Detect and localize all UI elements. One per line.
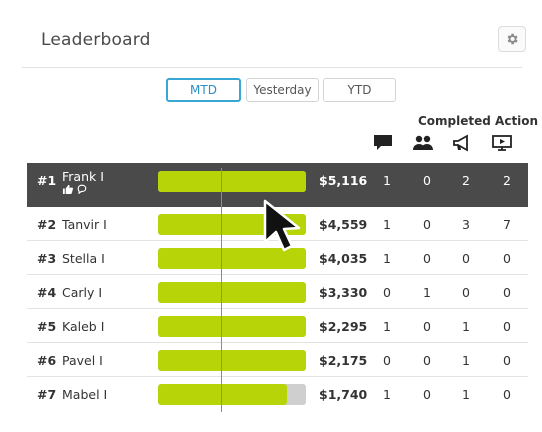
action-count-meetings: 0	[423, 319, 431, 334]
period-tabs: MTD Yesterday YTD	[0, 78, 542, 102]
row-rank: #2	[37, 217, 57, 232]
action-count-presentations: 0	[503, 319, 511, 334]
progress-fill	[158, 171, 306, 192]
progress-bar	[158, 384, 306, 405]
progress-bar	[158, 282, 306, 303]
megaphone-icon	[453, 134, 468, 152]
row-amount: $4,035	[319, 251, 368, 266]
action-count-comments: 0	[383, 285, 391, 300]
progress-bar	[158, 171, 306, 192]
tab-yesterday[interactable]: Yesterday	[246, 78, 319, 102]
table-row[interactable]: #4 Carly I $3,330 0 1 0 0	[27, 275, 528, 309]
row-rank: #1	[37, 173, 57, 188]
action-count-comments: 1	[383, 251, 391, 266]
progress-bar	[158, 248, 306, 269]
row-amount: $1,740	[319, 387, 368, 402]
action-count-comments: 0	[383, 353, 391, 368]
row-name: Mabel I	[62, 387, 108, 402]
progress-fill	[158, 282, 306, 303]
row-rank: #4	[37, 285, 57, 300]
settings-button[interactable]	[498, 26, 526, 52]
action-count-campaigns: 0	[462, 285, 470, 300]
target-line	[221, 168, 222, 412]
action-count-comments: 1	[383, 319, 391, 334]
table-row[interactable]: #1 Frank I $5,116 1 0 2 2	[27, 163, 528, 207]
action-count-presentations: 0	[503, 387, 511, 402]
progress-fill	[158, 350, 306, 371]
row-rank: #7	[37, 387, 57, 402]
row-subicons	[62, 184, 87, 194]
action-count-meetings: 0	[423, 251, 431, 266]
table-row[interactable]: #6 Pavel I $2,175 0 0 1 0	[27, 343, 528, 377]
action-count-campaigns: 1	[462, 319, 470, 334]
progress-bar	[158, 350, 306, 371]
mouse-pointer-icon	[263, 199, 301, 252]
action-count-presentations: 0	[503, 353, 511, 368]
presentation-icon	[492, 135, 512, 151]
thumbs-up-icon[interactable]	[62, 184, 73, 194]
row-rank: #6	[37, 353, 57, 368]
comment-icon	[374, 135, 392, 150]
tab-ytd[interactable]: YTD	[323, 78, 396, 102]
table-row[interactable]: #5 Kaleb I $2,295 1 0 1 0	[27, 309, 528, 343]
action-count-comments: 1	[383, 217, 391, 232]
action-count-campaigns: 2	[462, 173, 470, 188]
progress-fill	[158, 248, 306, 269]
row-rank: #3	[37, 251, 57, 266]
row-name: Kaleb I	[62, 319, 105, 334]
tab-mtd[interactable]: MTD	[166, 78, 241, 102]
comment-icon[interactable]	[77, 184, 87, 194]
action-count-meetings: 0	[423, 353, 431, 368]
action-count-meetings: 0	[423, 217, 431, 232]
row-name: Carly I	[62, 285, 103, 300]
action-count-campaigns: 3	[462, 217, 470, 232]
row-name: Stella I	[62, 251, 105, 266]
progress-fill	[158, 316, 306, 337]
row-name: Frank I	[62, 169, 104, 184]
action-count-presentations: 2	[503, 173, 511, 188]
action-count-presentations: 0	[503, 285, 511, 300]
action-count-campaigns: 1	[462, 387, 470, 402]
row-amount: $3,330	[319, 285, 368, 300]
users-icon	[413, 135, 433, 150]
row-amount: $2,175	[319, 353, 368, 368]
completed-action-label: Completed Action	[418, 114, 539, 128]
row-amount: $5,116	[319, 173, 368, 188]
row-name: Pavel I	[62, 353, 103, 368]
action-count-presentations: 7	[503, 217, 511, 232]
progress-bar	[158, 316, 306, 337]
action-count-campaigns: 0	[462, 251, 470, 266]
action-count-comments: 1	[383, 387, 391, 402]
action-count-campaigns: 1	[462, 353, 470, 368]
progress-fill	[158, 384, 287, 405]
action-count-meetings: 0	[423, 387, 431, 402]
row-rank: #5	[37, 319, 57, 334]
header-divider	[22, 67, 522, 68]
table-row[interactable]: #3 Stella I $4,035 1 0 0 0	[27, 241, 528, 275]
row-amount: $4,559	[319, 217, 368, 232]
action-count-meetings: 1	[423, 285, 431, 300]
action-count-comments: 1	[383, 173, 391, 188]
action-count-meetings: 0	[423, 173, 431, 188]
page-title: Leaderboard	[41, 30, 151, 50]
row-name: Tanvir I	[62, 217, 107, 232]
gear-icon	[507, 33, 518, 45]
action-count-presentations: 0	[503, 251, 511, 266]
table-row[interactable]: #7 Mabel I $1,740 1 0 1 0	[27, 377, 528, 411]
row-amount: $2,295	[319, 319, 368, 334]
